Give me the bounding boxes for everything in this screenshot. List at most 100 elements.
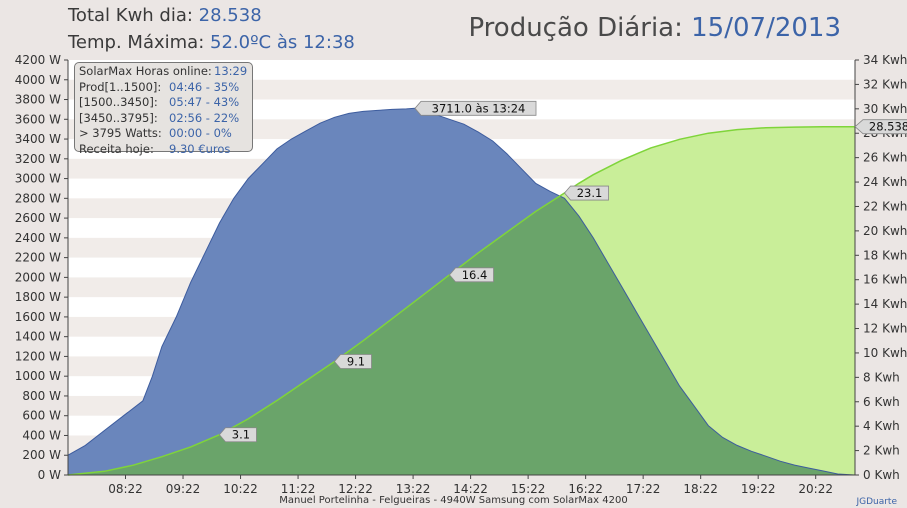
y-left-tick-label: 2600 W bbox=[15, 211, 61, 225]
annotation-text: 9.1 bbox=[347, 354, 365, 368]
x-tick-label: 08:22 bbox=[108, 482, 143, 496]
info-row-value: 00:00 - 0% bbox=[169, 126, 232, 140]
energy-line bbox=[67, 125, 856, 476]
y-left-tick-label: 2200 W bbox=[15, 251, 61, 265]
max-temp-label: Temp. Máxima: bbox=[68, 32, 205, 53]
y-left-tick-label: 4200 W bbox=[15, 53, 61, 67]
annotation-box bbox=[564, 185, 609, 201]
x-tick-label: 19:22 bbox=[741, 482, 776, 496]
y-left-tick-label: 400 W bbox=[22, 428, 61, 442]
y-left-tick-label: 3600 W bbox=[15, 112, 61, 126]
y-right-tick-label: 32 Kwh bbox=[863, 77, 907, 91]
annotation-label: 9.1 bbox=[333, 354, 372, 369]
info-row: [3450..3795]: 02:56 - 22% bbox=[79, 111, 252, 127]
info-row: > 3795 Watts: 00:00 - 0% bbox=[79, 126, 252, 142]
chart-axes bbox=[67, 60, 856, 476]
annotation-label: 28.538 bbox=[854, 119, 907, 135]
y-left-tick-label: 1800 W bbox=[15, 290, 61, 304]
y-left-tick-label: 800 W bbox=[22, 389, 61, 403]
y-right-tick-label: 8 Kwh bbox=[863, 370, 900, 384]
title-date: 15/07/2013 bbox=[691, 13, 841, 43]
y-right-tick-label: 16 Kwh bbox=[863, 273, 907, 287]
y-left-tick-label: 1200 W bbox=[15, 349, 61, 363]
y-right-tick-label: 4 Kwh bbox=[863, 419, 900, 433]
credit-text: JGDuarte bbox=[856, 497, 897, 507]
info-row: [1500..3450]: 05:47 - 43% bbox=[79, 95, 252, 111]
y-left-tick-label: 2400 W bbox=[15, 231, 61, 245]
y-right-tick-label: 34 Kwh bbox=[863, 53, 907, 67]
y-left-tick-label: 3000 W bbox=[15, 172, 61, 186]
x-tick-label: 12:22 bbox=[338, 482, 373, 496]
y-right-tick-label: 24 Kwh bbox=[863, 175, 907, 189]
annotation-label: 3.1 bbox=[218, 427, 257, 443]
info-row-value: 04:46 - 35% bbox=[169, 79, 240, 94]
y-left-tick-label: 3200 W bbox=[15, 152, 61, 166]
annotation-box bbox=[854, 119, 907, 135]
info-row-label: > 3795 Watts: bbox=[79, 126, 162, 140]
y-right-tick-label: 6 Kwh bbox=[863, 395, 900, 409]
annotation-text: 28.538 bbox=[869, 120, 907, 134]
page-title: Produção Diária: 15/07/2013 bbox=[468, 13, 841, 43]
x-tick-label: 14:22 bbox=[453, 482, 488, 496]
y-left-tick-label: 3800 W bbox=[15, 93, 61, 107]
y-left-tick-label: 2800 W bbox=[15, 191, 61, 205]
x-tick-label: 18:22 bbox=[683, 482, 718, 496]
info-row-label: Prod[1..1500]: bbox=[79, 79, 162, 94]
y-right-tick-label: 18 Kwh bbox=[863, 248, 907, 262]
y-right-tick-label: 12 Kwh bbox=[863, 322, 907, 336]
total-kwh-label: Total Kwh dia: bbox=[68, 5, 193, 26]
x-tick-label: 11:22 bbox=[281, 482, 316, 496]
annotation-box bbox=[333, 354, 372, 369]
y-left-tick-label: 600 W bbox=[22, 409, 61, 423]
max-temp-value: 52.0ºC às 12:38 bbox=[210, 32, 355, 53]
x-tick-label: 17:22 bbox=[626, 482, 661, 496]
annotation-text: 3.1 bbox=[232, 428, 250, 442]
y-left-tick-label: 0 W bbox=[38, 468, 61, 482]
power-line bbox=[67, 107, 856, 476]
grid-band bbox=[68, 79, 855, 100]
y-right-tick-label: 22 Kwh bbox=[863, 199, 907, 213]
chart-annotations: 3711.0 às 13:24 3.1 9.1 16.4 23.1 28.538 bbox=[218, 100, 907, 443]
annotation-text: 23.1 bbox=[577, 186, 603, 200]
chart-areas bbox=[67, 107, 856, 476]
info-row: Prod[1..1500]: 04:46 - 35% bbox=[79, 80, 252, 96]
info-row: Receita hoje: 9.30 €uros bbox=[79, 142, 252, 158]
y-left-tick-label: 1000 W bbox=[15, 369, 61, 383]
total-kwh-value: 28.538 bbox=[198, 5, 262, 26]
y-right-tick-label: 30 Kwh bbox=[863, 102, 907, 116]
info-row-value: 9.30 €uros bbox=[169, 141, 231, 156]
info-row: SolarMax Horas online: 13:29 bbox=[79, 64, 252, 80]
info-row-label: Receita hoje: bbox=[79, 141, 154, 156]
annotation-label: 16.4 bbox=[448, 267, 494, 283]
info-row-value: 05:47 - 43% bbox=[169, 95, 240, 109]
y-right-tick-label: 26 Kwh bbox=[863, 151, 907, 165]
annotation-box bbox=[448, 267, 494, 283]
y-right-tick-label: 10 Kwh bbox=[863, 346, 907, 360]
y-right-tick-label: 14 Kwh bbox=[863, 297, 907, 311]
y-left-tick-label: 2000 W bbox=[15, 270, 61, 284]
info-row-value: 02:56 - 22% bbox=[169, 110, 240, 125]
annotation-text: 16.4 bbox=[462, 268, 488, 282]
annotation-label: 3711.0 às 13:24 bbox=[414, 100, 537, 116]
x-tick-label: 16:22 bbox=[568, 482, 603, 496]
x-tick-label: 09:22 bbox=[166, 482, 201, 496]
annotation-text: 3711.0 às 13:24 bbox=[432, 101, 526, 115]
info-box: SolarMax Horas online: 13:29 Prod[1..1500]… bbox=[74, 62, 253, 156]
y-right-tick-label: 0 Kwh bbox=[863, 468, 900, 482]
info-row-label: SolarMax Horas online: bbox=[79, 64, 212, 78]
max-temp-readout: Temp. Máxima: 52.0ºC às 12:38 bbox=[68, 32, 355, 53]
annotation-box bbox=[218, 427, 257, 443]
x-tick-label: 15:22 bbox=[511, 482, 546, 496]
footer-text: Manuel Portelinha - Felgueiras - 4940W S… bbox=[279, 495, 628, 506]
y-left-tick-label: 200 W bbox=[22, 448, 61, 462]
y-left-tick-label: 1600 W bbox=[15, 310, 61, 324]
x-tick-label: 20:22 bbox=[798, 482, 833, 496]
info-row-value: 13:29 bbox=[214, 64, 248, 78]
y-left-tick-label: 1400 W bbox=[15, 330, 61, 344]
info-row-label: [1500..3450]: bbox=[79, 95, 158, 109]
x-tick-label: 10:22 bbox=[223, 482, 258, 496]
y-right-tick-label: 20 Kwh bbox=[863, 224, 907, 238]
y-left-tick-label: 4000 W bbox=[15, 73, 61, 87]
x-tick-label: 13:22 bbox=[396, 482, 431, 496]
y-left-tick-label: 3400 W bbox=[15, 132, 61, 146]
